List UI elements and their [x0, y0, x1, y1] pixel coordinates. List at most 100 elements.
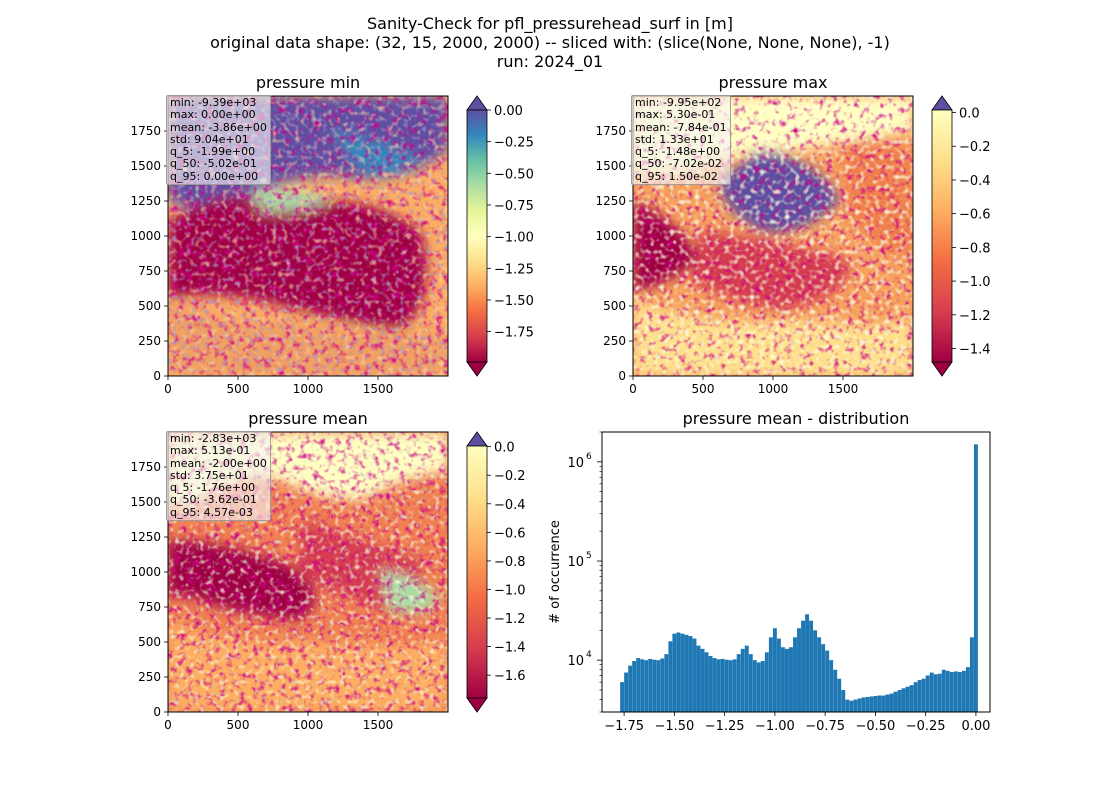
axes-frame — [601, 431, 991, 713]
hist-bar — [901, 688, 906, 712]
colorbar-body — [466, 445, 488, 699]
colorbar-tick-label: −0.8 — [494, 555, 526, 570]
hist-bar — [789, 647, 793, 712]
hist-bar — [961, 670, 966, 712]
hist-bar — [881, 695, 886, 712]
hist-bar — [696, 645, 701, 712]
hist-bar — [973, 444, 978, 712]
colorbar-extend-top — [466, 95, 488, 111]
hist-bar — [917, 680, 922, 712]
stat-line: q_95: 4.57e-03 — [170, 505, 253, 519]
colorbar-tick-label: −0.6 — [494, 526, 526, 541]
hist-bar — [953, 671, 958, 712]
hist-bar — [797, 628, 801, 712]
x-tick-label: 500 — [692, 382, 715, 396]
colorbar-tick-label: 0.0 — [494, 441, 515, 456]
hist-bar — [644, 660, 649, 712]
panel-title: pressure mean — [248, 409, 368, 428]
x-tick-label: 0 — [164, 382, 172, 396]
colorbar-body — [466, 109, 488, 363]
y-tick-exponent: 4 — [586, 650, 592, 660]
stat-line: q_95: 0.00e+00 — [170, 169, 259, 183]
hist-bar — [845, 699, 850, 712]
y-tick-label: 1250 — [130, 194, 161, 208]
y-tick-label: 1250 — [130, 530, 161, 544]
y-tick-label: 1500 — [595, 159, 626, 173]
x-tick-label: 500 — [227, 382, 250, 396]
x-tick-label: 1000 — [293, 718, 324, 732]
hist-bar — [965, 667, 970, 712]
hist-bar — [921, 678, 926, 712]
hist-bar — [772, 628, 777, 712]
y-axis-label: # of occurrence — [548, 520, 563, 624]
x-tick-label: −0.25 — [906, 719, 946, 734]
y-tick-label: 1750 — [130, 124, 161, 138]
hist-bar — [837, 678, 842, 712]
y-tick-label: 250 — [138, 670, 161, 684]
colorbar-tick-label: −1.0 — [959, 275, 991, 290]
hist-bar — [925, 675, 930, 712]
hist-bar — [813, 630, 818, 712]
stat-line: q_95: 1.50e-02 — [635, 169, 718, 183]
x-tick-label: 0 — [629, 382, 637, 396]
stat-line: min: -9.39e+03 — [170, 96, 257, 109]
y-tick-label: 500 — [138, 299, 161, 313]
colorbar-tick-label: −1.25 — [494, 262, 534, 277]
x-tick-label: −0.50 — [855, 719, 895, 734]
figure-title-line: original data shape: (32, 15, 2000, 2000… — [210, 33, 890, 52]
colorbar-tick-label: −1.0 — [494, 583, 526, 598]
y-tick-label: 1750 — [595, 124, 626, 138]
colorbar-tick-label: −0.4 — [494, 498, 526, 513]
hist-bar — [877, 695, 882, 712]
hist-bar — [857, 698, 862, 712]
stat-line: mean: -7.84e-01 — [635, 120, 727, 134]
hist-bar — [620, 682, 625, 712]
x-tick-label: 500 — [227, 718, 250, 732]
stat-line: max: 5.30e-01 — [635, 108, 716, 122]
hist-bar — [893, 691, 898, 712]
colorbar-min: 0.00 −0.25 −0.50 −0.75 −1.00 −1.25 −1.50 −1.75 — [466, 95, 534, 377]
colorbar-tick-label: −0.2 — [959, 140, 991, 155]
x-tick-label: −1.50 — [654, 719, 694, 734]
y-tick-label: 500 — [138, 635, 161, 649]
hist-bar — [776, 638, 781, 712]
colorbar-tick-label: −1.6 — [494, 669, 526, 684]
colorbar-tick-label: −0.25 — [494, 136, 534, 151]
colorbar-body — [931, 109, 953, 363]
colorbar-max: 0.0 −0.2 −0.4 −0.6 −0.8 −1.0 −1.2 −1.4 — [931, 95, 991, 377]
hist-bar — [744, 645, 749, 712]
hist-bars — [620, 444, 978, 712]
colorbar-tick-label: −1.50 — [494, 294, 534, 309]
hist-bar — [684, 634, 689, 712]
hist-bar — [724, 659, 729, 712]
hist-bar — [829, 660, 834, 712]
hist-bar — [909, 685, 914, 712]
hist-bar — [680, 633, 685, 712]
hist-bar — [801, 620, 805, 712]
hist-bar — [756, 662, 761, 712]
y-tick-exponent: 5 — [586, 551, 592, 561]
stat-line: std: 1.33e+01 — [635, 132, 714, 146]
colorbar-tick-label: −0.50 — [494, 167, 534, 182]
x-tick-label: 0 — [164, 718, 172, 732]
hist-bar — [865, 697, 870, 712]
hist-bar — [889, 693, 894, 712]
hist-bar — [640, 659, 645, 712]
y-tick-exponent: 6 — [586, 452, 592, 462]
hist-bar — [632, 661, 637, 712]
x-tick-label: 1500 — [363, 718, 394, 732]
stat-line: q_5: -1.99e+00 — [170, 145, 256, 159]
colorbar-extend-bottom — [931, 361, 953, 377]
x-tick-label: 1000 — [293, 382, 324, 396]
hist-bar — [945, 670, 950, 712]
hist-bar — [668, 641, 673, 712]
colorbar-tick-label: −0.2 — [494, 469, 526, 484]
hist-bar — [825, 650, 830, 712]
y-tick-label: 1500 — [130, 159, 161, 173]
hist-bar — [656, 660, 661, 712]
stat-line: min: -2.83e+03 — [170, 432, 257, 445]
hist-bar — [752, 660, 757, 712]
colorbar-tick-label: −0.8 — [959, 241, 991, 256]
y-tick-label: 500 — [603, 299, 626, 313]
